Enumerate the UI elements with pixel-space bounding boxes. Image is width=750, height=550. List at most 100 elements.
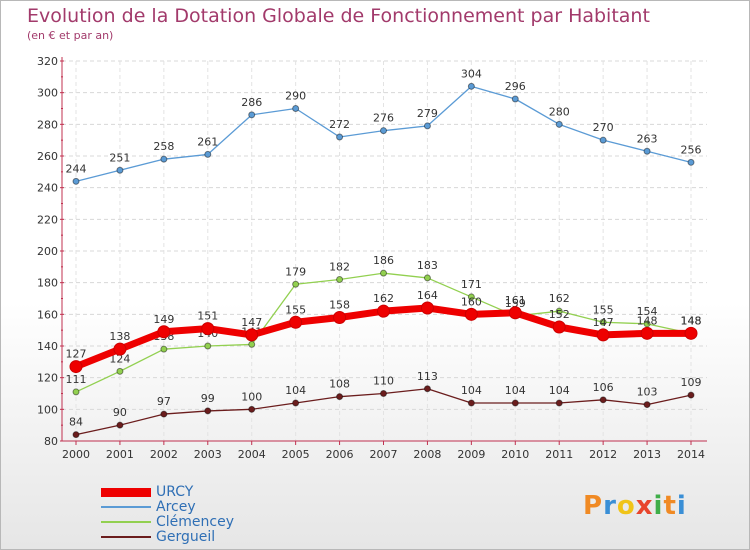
y-tick-label-280: 280 bbox=[37, 118, 58, 131]
point-gergueil-2010 bbox=[511, 399, 519, 407]
logo-letter: o bbox=[616, 491, 636, 521]
data-label-arcey-2002: 258 bbox=[153, 140, 174, 153]
point-arcey-2005 bbox=[292, 105, 300, 112]
y-tick-label-180: 180 bbox=[37, 277, 58, 290]
point-urcy-2009 bbox=[464, 307, 478, 321]
data-label-urcy-2008: 164 bbox=[417, 289, 438, 302]
point-gergueil-2013 bbox=[643, 401, 651, 409]
x-tick-label-2014: 2014 bbox=[677, 448, 705, 461]
data-label-gergueil-2008: 113 bbox=[417, 370, 438, 383]
x-tick-label-2000: 2000 bbox=[62, 448, 90, 461]
logo-letter: r bbox=[603, 491, 617, 521]
point-clemencey-2012 bbox=[599, 318, 607, 326]
chart-subtitle: (en € et par an) bbox=[27, 29, 114, 42]
data-label-urcy-2014: 148 bbox=[681, 314, 702, 327]
data-label-gergueil-2007: 110 bbox=[373, 375, 394, 388]
data-label-arcey-2000: 244 bbox=[66, 162, 87, 175]
x-tick-label-2010: 2010 bbox=[501, 448, 529, 461]
point-gergueil-2006 bbox=[336, 393, 344, 401]
data-label-urcy-2004: 147 bbox=[241, 316, 262, 329]
logo-letter: i bbox=[653, 491, 664, 521]
x-tick-label-2013: 2013 bbox=[633, 448, 661, 461]
data-label-clemencey-2001: 124 bbox=[109, 352, 130, 365]
data-label-gergueil-2011: 104 bbox=[549, 384, 570, 397]
legend-swatch-clemencey bbox=[101, 521, 151, 523]
y-tick-label-260: 260 bbox=[37, 150, 58, 163]
point-clemencey-2004 bbox=[248, 340, 256, 348]
data-label-arcey-2014: 256 bbox=[681, 143, 702, 156]
y-tick-label-320: 320 bbox=[37, 55, 58, 68]
data-label-gergueil-2000: 84 bbox=[69, 416, 83, 429]
point-gergueil-2000 bbox=[72, 431, 80, 439]
data-label-clemencey-2012: 155 bbox=[593, 303, 614, 316]
point-urcy-2003 bbox=[201, 322, 215, 336]
data-label-urcy-2002: 149 bbox=[153, 313, 174, 326]
data-label-clemencey-2006: 182 bbox=[329, 261, 350, 274]
data-label-arcey-2010: 296 bbox=[505, 80, 526, 93]
data-label-arcey-2004: 286 bbox=[241, 96, 262, 109]
x-tick-label-2005: 2005 bbox=[282, 448, 310, 461]
x-tick-label-2004: 2004 bbox=[238, 448, 266, 461]
point-clemencey-2007 bbox=[380, 269, 387, 277]
x-tick-label-2007: 2007 bbox=[370, 448, 398, 461]
data-label-arcey-2001: 251 bbox=[109, 151, 130, 164]
point-gergueil-2014 bbox=[687, 391, 695, 399]
y-tick-label-120: 120 bbox=[37, 372, 58, 385]
point-arcey-2010 bbox=[511, 95, 519, 103]
point-gergueil-2012 bbox=[599, 396, 607, 404]
point-urcy-2001 bbox=[113, 342, 127, 356]
data-label-arcey-2007: 276 bbox=[373, 112, 394, 125]
point-arcey-2000 bbox=[72, 177, 80, 185]
point-clemencey-2000 bbox=[72, 388, 80, 396]
data-label-urcy-2006: 158 bbox=[329, 299, 350, 312]
x-tick-label-2009: 2009 bbox=[457, 448, 485, 461]
point-gergueil-2011 bbox=[555, 399, 563, 407]
legend-label-gergueil: Gergueil bbox=[156, 529, 216, 545]
data-label-gergueil-2009: 104 bbox=[461, 384, 482, 397]
point-arcey-2006 bbox=[336, 133, 344, 141]
point-arcey-2008 bbox=[423, 122, 431, 130]
data-label-gergueil-2001: 90 bbox=[113, 406, 127, 419]
point-clemencey-2009 bbox=[467, 293, 475, 301]
y-tick-label-240: 240 bbox=[37, 182, 58, 195]
point-gergueil-2009 bbox=[467, 399, 475, 407]
x-tick-label-2002: 2002 bbox=[150, 448, 178, 461]
data-label-arcey-2013: 263 bbox=[637, 132, 658, 145]
point-arcey-2004 bbox=[248, 111, 256, 119]
point-clemencey-2011 bbox=[555, 307, 563, 315]
logo-letter: P bbox=[583, 491, 604, 521]
point-urcy-2002 bbox=[157, 325, 171, 339]
point-gergueil-2001 bbox=[116, 421, 124, 429]
y-tick-label-160: 160 bbox=[37, 308, 58, 321]
y-tick-label-300: 300 bbox=[37, 87, 58, 100]
y-tick-label-220: 220 bbox=[37, 213, 58, 226]
data-label-clemencey-2013: 154 bbox=[637, 305, 658, 318]
data-label-urcy-2013: 148 bbox=[637, 314, 658, 327]
data-label-arcey-2008: 279 bbox=[417, 107, 438, 120]
data-label-urcy-2009: 160 bbox=[461, 295, 482, 308]
point-urcy-2010 bbox=[508, 306, 522, 320]
point-urcy-2012 bbox=[596, 328, 610, 342]
point-urcy-2008 bbox=[420, 301, 434, 315]
data-label-gergueil-2006: 108 bbox=[329, 378, 350, 391]
x-tick-label-2001: 2001 bbox=[106, 448, 134, 461]
point-gergueil-2003 bbox=[204, 407, 212, 415]
point-gergueil-2002 bbox=[160, 410, 168, 418]
point-clemencey-2002 bbox=[160, 345, 168, 353]
point-urcy-2006 bbox=[333, 311, 347, 324]
x-tick-label-2006: 2006 bbox=[326, 448, 354, 461]
point-clemencey-2001 bbox=[116, 367, 124, 375]
legend-label-urcy: URCY bbox=[156, 484, 194, 500]
data-label-clemencey-2008: 183 bbox=[417, 259, 438, 272]
point-gergueil-2004 bbox=[248, 405, 256, 413]
data-label-gergueil-2012: 106 bbox=[593, 381, 614, 394]
y-tick-label-200: 200 bbox=[37, 245, 58, 258]
data-label-urcy-2007: 162 bbox=[373, 292, 394, 305]
data-label-arcey-2005: 290 bbox=[285, 90, 306, 103]
data-label-arcey-2009: 304 bbox=[461, 67, 482, 80]
data-label-urcy-2000: 127 bbox=[66, 348, 87, 361]
y-tick-label-100: 100 bbox=[37, 403, 58, 416]
data-label-gergueil-2005: 104 bbox=[285, 384, 306, 397]
